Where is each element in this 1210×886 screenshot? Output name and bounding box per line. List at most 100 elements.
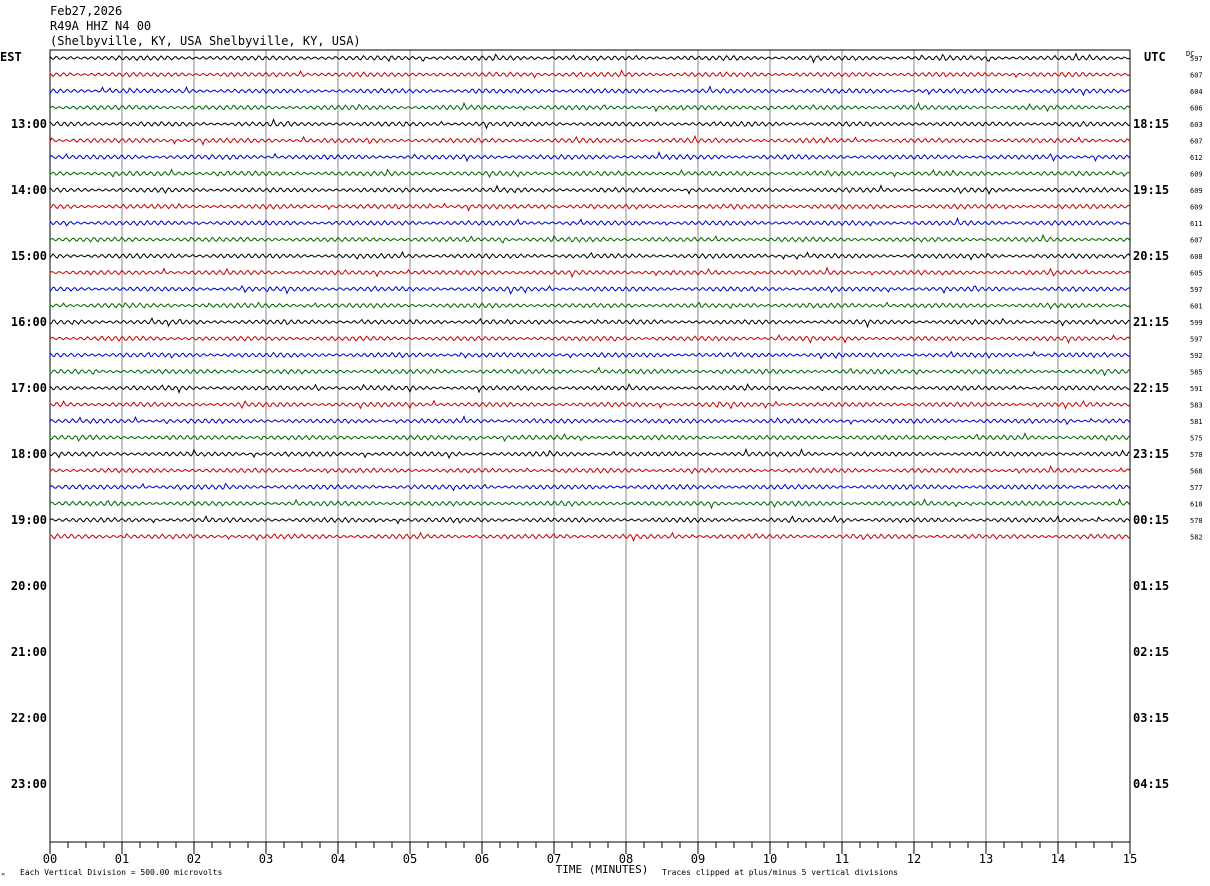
- trace-line: [49, 465, 1131, 475]
- trace-line: [49, 150, 1131, 163]
- dc-value: 577: [1190, 484, 1203, 492]
- trace-line: [49, 399, 1131, 410]
- dc-value: 578: [1190, 451, 1203, 459]
- dc-value: 606: [1190, 105, 1203, 113]
- dc-value: 612: [1190, 154, 1203, 162]
- x-tick-label: 12: [907, 852, 921, 866]
- hour-label-est: 15:00: [11, 249, 47, 263]
- dc-value: 583: [1190, 402, 1203, 410]
- x-tick-label: 15: [1123, 852, 1137, 866]
- trace-line: [49, 266, 1131, 279]
- dc-value: 609: [1190, 204, 1203, 212]
- hour-label-est: 23:00: [11, 777, 47, 791]
- trace-line: [49, 432, 1131, 442]
- dc-value: 592: [1190, 352, 1203, 360]
- x-tick-label: 00: [43, 852, 57, 866]
- dc-value: 608: [1190, 253, 1203, 261]
- trace-line: [49, 350, 1131, 360]
- trace-line: [49, 184, 1131, 196]
- time-axis: 00 01 02 03 04 05 06 07 08 09 10 11 12 13 14 15: [43, 842, 1137, 866]
- dc-label: DC: [1186, 50, 1194, 58]
- hour-label-utc: 23:15: [1133, 447, 1169, 461]
- trace-line: [49, 69, 1131, 79]
- dc-value: 607: [1190, 72, 1203, 80]
- dc-value: 597: [1190, 336, 1203, 344]
- hour-label-est: 19:00: [11, 513, 47, 527]
- hour-label-utc: 04:15: [1133, 777, 1169, 791]
- hour-label-utc: 20:15: [1133, 249, 1169, 263]
- trace-line: [49, 415, 1131, 426]
- dc-value: 607: [1190, 237, 1203, 245]
- trace-line: [49, 216, 1131, 227]
- dc-value: 611: [1190, 220, 1203, 228]
- trace-line: [49, 382, 1131, 394]
- trace-line: [49, 101, 1131, 113]
- dc-value: 618: [1190, 501, 1203, 509]
- hour-label-est: 18:00: [11, 447, 47, 461]
- hour-label-utc: 18:15: [1133, 117, 1169, 131]
- hour-label-utc: 03:15: [1133, 711, 1169, 725]
- trace-line: [49, 233, 1131, 244]
- trace-line: [49, 316, 1131, 329]
- dc-value: 609: [1190, 187, 1203, 195]
- hour-label-est: 17:00: [11, 381, 47, 395]
- dc-value: 581: [1190, 418, 1203, 426]
- right-axis-label: UTC: [1144, 50, 1166, 64]
- x-tick-label: 11: [835, 852, 849, 866]
- trace-line: [49, 498, 1131, 510]
- trace-line: [49, 118, 1131, 130]
- hour-label-utc: 19:15: [1133, 183, 1169, 197]
- hour-label-utc: 01:15: [1133, 579, 1169, 593]
- hour-label-est: 13:00: [11, 117, 47, 131]
- trace-line: [49, 134, 1131, 146]
- trace-line: [49, 52, 1131, 64]
- x-tick-label: 02: [187, 852, 201, 866]
- x-tick-label: 07: [547, 852, 561, 866]
- dc-value: 582: [1190, 534, 1203, 542]
- x-tick-label: 09: [691, 852, 705, 866]
- trace-line: [49, 301, 1131, 310]
- hour-label-est: 14:00: [11, 183, 47, 197]
- dc-value: 599: [1190, 319, 1203, 327]
- hour-label-utc: 22:15: [1133, 381, 1169, 395]
- dc-value: 585: [1190, 369, 1203, 377]
- dc-value: 575: [1190, 435, 1203, 443]
- trace-line: [49, 284, 1131, 295]
- dc-value: 605: [1190, 270, 1203, 278]
- dc-value: 603: [1190, 121, 1203, 129]
- x-tick-label: 06: [475, 852, 489, 866]
- corner-mark: ᴹ: [1, 872, 5, 880]
- scale-note: Each Vertical Division = 500.00 microvol…: [20, 868, 222, 877]
- left-axis-label: EST: [0, 50, 22, 64]
- hour-label-est: 21:00: [11, 645, 47, 659]
- dc-value: 578: [1190, 517, 1203, 525]
- station-location: (Shelbyville, KY, USA Shelbyville, KY, U…: [50, 34, 361, 48]
- x-tick-label: 10: [763, 852, 777, 866]
- dc-value: 597: [1190, 286, 1203, 294]
- trace-group: [49, 52, 1131, 543]
- axis-labels: 13:00 18:15 14:00 19:15 15:00 20:15 16:00 21:15…: [11, 55, 1203, 791]
- trace-line: [49, 168, 1131, 178]
- hour-label-utc: 02:15: [1133, 645, 1169, 659]
- hour-label-est: 16:00: [11, 315, 47, 329]
- dc-value: 597: [1190, 55, 1203, 63]
- hour-label-est: 22:00: [11, 711, 47, 725]
- trace-line: [49, 366, 1131, 377]
- hour-label-utc: 00:15: [1133, 513, 1169, 527]
- trace-line: [49, 447, 1131, 460]
- x-axis-title: TIME (MINUTES): [556, 863, 649, 876]
- hour-label-est: 20:00: [11, 579, 47, 593]
- trace-line: [49, 482, 1131, 492]
- trace-line: [49, 85, 1131, 97]
- dc-value: 601: [1190, 303, 1203, 311]
- clip-note: Traces clipped at plus/minus 5 vertical …: [662, 868, 898, 877]
- plot-frame: [49, 49, 1131, 843]
- plot-date: Feb27,2026: [50, 4, 123, 18]
- vertical-grid: [121, 50, 1059, 842]
- trace-line: [49, 250, 1131, 261]
- trace-line: [49, 514, 1131, 525]
- trace-line: [49, 531, 1131, 543]
- x-tick-label: 03: [259, 852, 273, 866]
- hour-label-utc: 21:15: [1133, 315, 1169, 329]
- trace-line: [49, 333, 1131, 345]
